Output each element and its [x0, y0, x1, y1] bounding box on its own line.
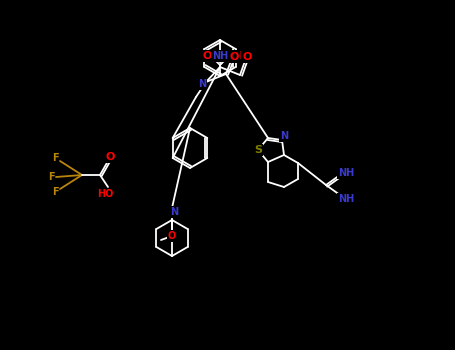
Text: O: O: [243, 52, 252, 62]
Text: HO: HO: [97, 189, 113, 199]
Text: O: O: [229, 52, 239, 62]
Text: N: N: [170, 207, 178, 217]
Text: F: F: [48, 172, 54, 182]
Text: O: O: [105, 152, 115, 162]
Text: F: F: [52, 187, 58, 197]
Text: F: F: [52, 153, 58, 163]
Text: NH: NH: [338, 168, 354, 178]
Text: O: O: [202, 51, 212, 61]
Text: S: S: [254, 145, 262, 155]
Text: O: O: [168, 231, 176, 241]
Text: N: N: [280, 131, 288, 141]
Text: NH: NH: [212, 51, 228, 61]
Text: N: N: [198, 79, 206, 89]
Text: NH: NH: [338, 194, 354, 204]
Text: OH: OH: [226, 51, 242, 61]
